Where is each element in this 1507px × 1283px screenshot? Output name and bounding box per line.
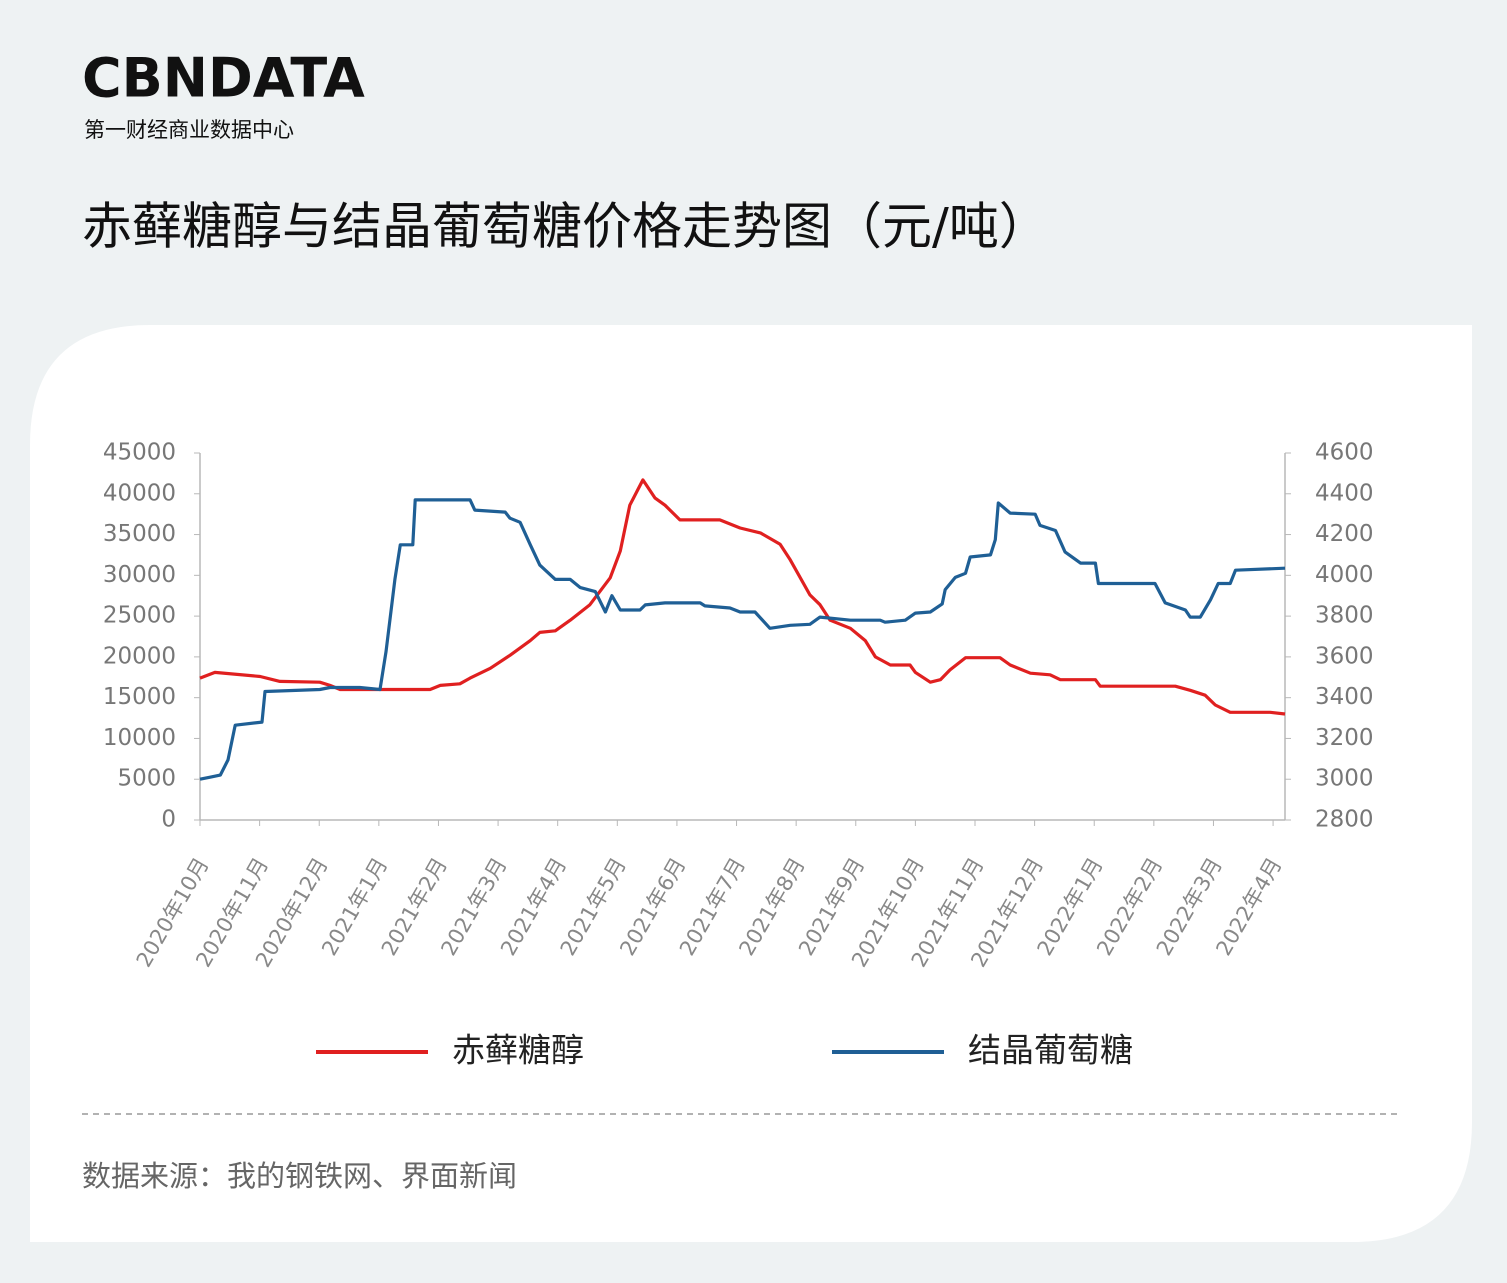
- y-tick-label: 10000: [103, 725, 176, 751]
- source: 数据来源：我的钢铁网、界面新闻: [82, 1159, 517, 1193]
- y2-tick-label: 2800: [1315, 807, 1374, 833]
- y2-tick-label: 3800: [1315, 603, 1374, 629]
- y-tick-label: 40000: [103, 480, 176, 506]
- legend-label: 赤藓糖醇: [452, 1031, 584, 1070]
- y2-tick-label: 3200: [1315, 725, 1374, 751]
- y-tick-label: 0: [161, 807, 176, 833]
- y-tick-label: 20000: [103, 643, 176, 669]
- y2-tick-label: 4400: [1315, 480, 1374, 506]
- y-tick-label: 25000: [103, 603, 176, 629]
- y-tick-label: 45000: [103, 440, 176, 466]
- y-tick-label: 5000: [117, 766, 176, 792]
- y2-tick-label: 3600: [1315, 643, 1374, 669]
- y2-tick-label: 3000: [1315, 766, 1374, 792]
- y-tick-label: 15000: [103, 684, 176, 710]
- y2-tick-label: 4200: [1315, 521, 1374, 547]
- y-tick-label: 35000: [103, 521, 176, 547]
- y2-tick-label: 3400: [1315, 684, 1374, 710]
- series-line: [199, 498, 1286, 781]
- logo-subtitle: 第一财经商业数据中心: [84, 118, 294, 142]
- y2-tick-label: 4000: [1315, 562, 1374, 588]
- series-line: [199, 478, 1286, 716]
- card: [30, 325, 1472, 1242]
- y2-tick-label: 4600: [1315, 440, 1374, 466]
- logo: CBNDATA: [82, 47, 365, 110]
- legend-label: 结晶葡萄糖: [968, 1031, 1133, 1070]
- chart-title: 赤藓糖醇与结晶葡萄糖价格走势图（元/吨）: [82, 198, 1049, 256]
- y-tick-label: 30000: [103, 562, 176, 588]
